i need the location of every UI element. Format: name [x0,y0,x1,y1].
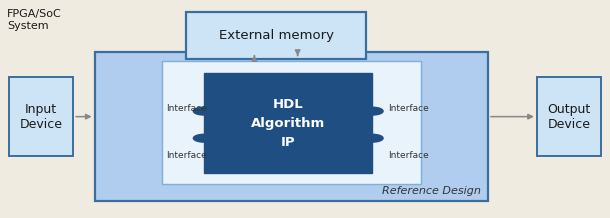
Circle shape [361,107,383,115]
Text: Input
Device: Input Device [20,103,63,131]
Text: Reference Design: Reference Design [382,186,481,196]
Text: Interface: Interface [388,151,429,160]
Text: FPGA/SoC
System: FPGA/SoC System [7,9,62,31]
FancyBboxPatch shape [95,52,488,201]
Text: External memory: External memory [218,29,334,42]
Circle shape [361,134,383,142]
FancyBboxPatch shape [204,73,372,173]
Text: HDL
Algorithm
IP: HDL Algorithm IP [251,98,325,149]
Text: Interface: Interface [167,104,207,113]
Circle shape [193,134,215,142]
Text: Interface: Interface [167,151,207,160]
Circle shape [193,107,215,115]
Text: Output
Device: Output Device [547,103,590,131]
FancyBboxPatch shape [9,77,73,156]
FancyBboxPatch shape [186,12,366,59]
FancyBboxPatch shape [162,61,421,184]
FancyBboxPatch shape [537,77,601,156]
Text: Interface: Interface [388,104,429,113]
